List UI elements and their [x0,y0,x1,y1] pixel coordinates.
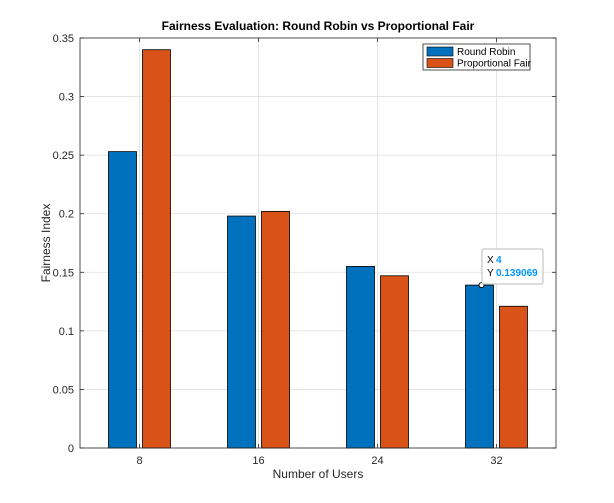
y-axis-title: Fairness Index [39,204,53,283]
bar-proportional-fair-8[interactable] [142,49,171,449]
datatip-x-label: X [487,255,494,266]
datatip[interactable]: X 4 Y 0.139069 [478,248,544,289]
bar-round-robin-32[interactable] [465,284,494,449]
x-tick-label: 8 [136,455,142,467]
bar-round-robin-24[interactable] [346,266,375,449]
y-tick-label: 0.15 [53,267,74,279]
bar-round-robin-8[interactable] [108,151,137,449]
bar-proportional-fair-16[interactable] [261,210,290,449]
legend-label-round-robin: Round Robin [457,47,515,58]
bar-round-robin-16[interactable] [227,215,256,449]
x-axis-title: Number of Users [273,467,364,481]
legend[interactable]: Round Robin Proportional Fair [422,43,532,71]
legend-label-proportional-fair: Proportional Fair [457,59,532,70]
datatip-y-label: Y [487,268,494,279]
y-tick-label: 0.35 [53,33,74,45]
x-tick-label: 32 [490,455,502,467]
y-tick-label: 0.1 [59,326,74,338]
datatip-x-value: 4 [496,255,502,266]
bar-proportional-fair-24[interactable] [380,275,409,449]
y-tick-label: 0.25 [53,150,74,162]
y-tick-label: 0.05 [53,384,74,396]
ticks-layer: 0 0.05 0.1 0.15 0.2 0.25 0.3 0.35 8 16 24 32 [53,33,556,467]
axes-box [79,37,557,449]
x-tick-label: 16 [252,455,264,467]
bar-proportional-fair-32[interactable] [499,305,528,449]
chart-title: Fairness Evaluation: Round Robin vs Prop… [162,19,475,33]
x-tick-label: 24 [371,455,383,467]
y-tick-label: 0.3 [59,92,74,104]
y-tick-label: 0 [68,443,74,455]
legend-swatch-proportional-fair [426,58,454,68]
y-tick-label: 0.2 [59,209,74,221]
datatip-box [481,248,544,285]
legend-swatch-round-robin [426,46,454,57]
bars-layer [108,49,528,449]
datatip-y-value: 0.139069 [496,268,538,279]
